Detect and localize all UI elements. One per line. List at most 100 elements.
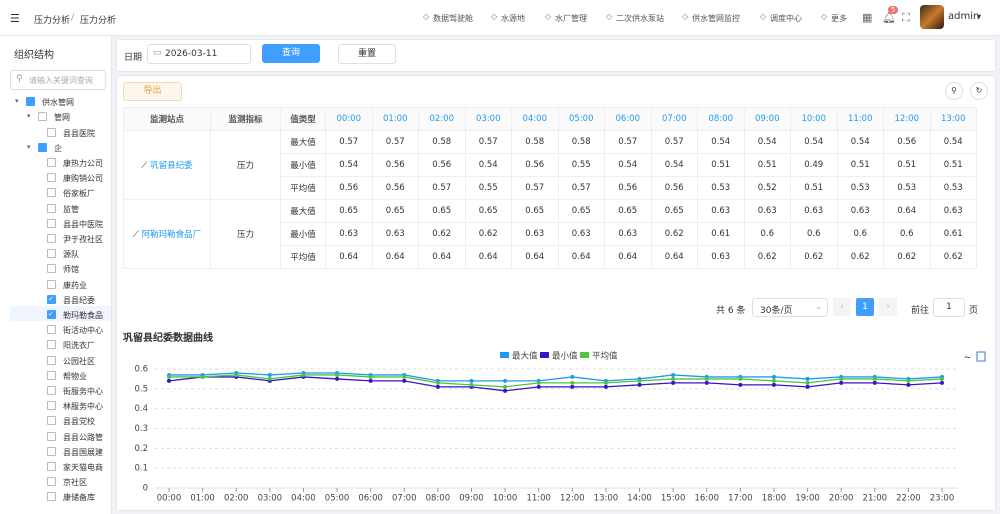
tree-label[interactable]: 县县公路管 xyxy=(63,432,103,442)
menu-icon[interactable]: ☰ xyxy=(10,12,20,25)
user-caret[interactable]: ▾ xyxy=(977,12,982,21)
tree-checkbox[interactable] xyxy=(47,127,56,137)
tree-checkbox[interactable] xyxy=(47,355,56,365)
station-link[interactable]: 巩留县纪委 xyxy=(150,161,193,171)
nav-item[interactable]: 水厂管理 xyxy=(555,14,587,23)
tree-checkbox[interactable] xyxy=(47,203,56,213)
tree-label[interactable]: 供水管网 xyxy=(42,98,74,107)
tree-label[interactable]: 林服务中心 xyxy=(63,402,103,412)
user-name[interactable]: admin xyxy=(948,11,980,22)
tree-label[interactable]: 帮物业 xyxy=(63,371,87,381)
bell-icon[interactable]: 🔔︎ xyxy=(882,11,896,24)
tree-checkbox[interactable] xyxy=(47,158,56,167)
tree-label[interactable]: 县县医院 xyxy=(63,128,95,138)
tree-label[interactable]: 企 xyxy=(54,143,62,153)
tree-checkbox[interactable] xyxy=(47,416,56,426)
tree-label[interactable]: 监管 xyxy=(63,204,79,214)
nav-icon: ◇ xyxy=(423,12,430,21)
tree-checkbox[interactable] xyxy=(47,386,56,395)
tree-label[interactable]: 俗家板厂 xyxy=(63,189,95,199)
y-tick-label: 0.1 xyxy=(134,464,148,474)
tree-checkbox[interactable] xyxy=(47,188,56,198)
x-tick-label: 22:00 xyxy=(896,494,921,504)
fullscreen-icon[interactable]: ⛶ xyxy=(902,11,910,24)
breadcrumb-1[interactable]: 压力分析 xyxy=(34,16,71,26)
nav-item[interactable]: 水源地 xyxy=(501,14,525,23)
tree-label[interactable]: 康储备库 xyxy=(63,493,95,503)
grid-icon[interactable]: ▦ xyxy=(862,11,873,24)
nav-item[interactable]: 供水管网监控 xyxy=(692,14,740,23)
tree-label[interactable]: 街服务中心 xyxy=(63,387,103,396)
tree-checkbox[interactable] xyxy=(47,264,56,274)
tree-checkbox[interactable] xyxy=(38,112,47,122)
tree-checkbox[interactable] xyxy=(47,234,56,243)
value-type: 最大值 xyxy=(280,130,326,154)
refresh-button[interactable]: ↻ xyxy=(970,82,988,100)
line-toggle[interactable]: ⏦ xyxy=(964,353,971,363)
tree-checkbox[interactable] xyxy=(47,325,56,335)
data-point xyxy=(872,380,877,385)
query-button[interactable]: 查询 xyxy=(262,44,320,63)
tree-label[interactable]: 京社区 xyxy=(63,478,87,488)
bar-toggle[interactable] xyxy=(976,351,986,362)
tree-caret[interactable]: ▾ xyxy=(27,142,31,151)
value-cell: 0.6 xyxy=(836,222,884,246)
tree-checkbox[interactable] xyxy=(47,462,56,471)
avatar[interactable] xyxy=(920,5,944,29)
tree-caret[interactable]: ▾ xyxy=(27,112,31,121)
tree-checkbox[interactable] xyxy=(47,173,56,183)
page-size-select[interactable]: 30条/页 ⌄ xyxy=(752,298,828,317)
station-link[interactable]: 阿勒玛勒食品厂 xyxy=(141,230,202,240)
date-input[interactable]: ▭ 2026-03-11 xyxy=(147,44,251,64)
tree-label[interactable]: 勒玛勒食品 xyxy=(63,311,103,320)
calendar-icon: ▭ xyxy=(153,48,162,58)
data-point xyxy=(200,374,205,379)
nav-item[interactable]: 调度中心 xyxy=(770,14,802,23)
prev-page[interactable]: ‹ xyxy=(833,298,851,316)
tree-checkbox[interactable] xyxy=(47,279,56,289)
page-number[interactable]: 1 xyxy=(856,298,874,316)
next-page[interactable]: › xyxy=(879,298,897,316)
tree-label[interactable]: 公园社区 xyxy=(63,356,95,366)
tree-label[interactable]: 尹于孜社区 xyxy=(63,235,103,244)
tree-checkbox[interactable] xyxy=(26,97,35,106)
data-point xyxy=(402,374,407,379)
tree-checkbox[interactable] xyxy=(47,477,56,487)
nav-item[interactable]: 数据驾驶舱 xyxy=(433,14,473,23)
tree-checkbox[interactable]: ✓ xyxy=(47,310,56,319)
tree-label[interactable]: 源队 xyxy=(63,250,79,260)
tree-checkbox[interactable] xyxy=(47,446,56,456)
tree-label[interactable]: 县县党校 xyxy=(63,417,95,427)
tree-label[interactable]: 县县国展建 xyxy=(63,447,103,457)
tree-checkbox[interactable] xyxy=(47,370,56,380)
tree-label[interactable]: 县县中医院 xyxy=(63,219,103,229)
tree-label[interactable]: 家天猫电商 xyxy=(63,463,103,472)
nav-item[interactable]: 二次供水泵站 xyxy=(616,14,664,23)
tree-label[interactable]: 管网 xyxy=(54,113,70,123)
tree-checkbox[interactable] xyxy=(47,218,56,228)
tree-checkbox[interactable] xyxy=(47,492,56,502)
goto-input[interactable]: 1 xyxy=(933,298,965,317)
tree-label[interactable]: 师馆 xyxy=(63,265,79,275)
tree-caret[interactable]: ▾ xyxy=(15,97,19,105)
data-point xyxy=(167,374,171,379)
tree-label[interactable]: 康购销公司 xyxy=(63,174,103,184)
export-button[interactable]: 导出 xyxy=(123,82,182,101)
tree-checkbox[interactable] xyxy=(38,142,47,152)
reset-button[interactable]: 重置 xyxy=(338,44,396,64)
series-line xyxy=(169,372,943,382)
tree-checkbox[interactable] xyxy=(47,249,56,259)
search-toggle[interactable]: ⚲ xyxy=(945,82,963,100)
data-point xyxy=(940,380,944,385)
tree-search[interactable]: ⚲ 请输入关键词查询 xyxy=(10,70,106,90)
tree-checkbox[interactable] xyxy=(47,431,56,441)
tree-checkbox[interactable]: ✓ xyxy=(47,294,56,304)
tree-label[interactable]: 阳洗衣厂 xyxy=(63,341,95,351)
tree-checkbox[interactable] xyxy=(47,340,56,350)
tree-label[interactable]: 康热力公司 xyxy=(63,159,103,168)
tree-checkbox[interactable] xyxy=(47,401,56,411)
tree-label[interactable]: 康药业 xyxy=(63,280,87,290)
tree-label[interactable]: 街活动中心 xyxy=(63,326,103,336)
nav-item[interactable]: 更多 xyxy=(831,14,847,23)
tree-label[interactable]: 县县纪委 xyxy=(63,295,95,305)
